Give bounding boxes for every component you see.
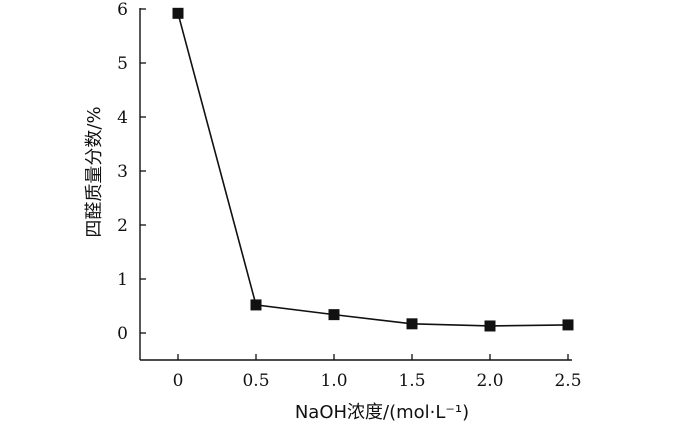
x-tick-label: 2.0 (476, 371, 503, 391)
data-point-marker (484, 320, 496, 332)
y-tick-label: 0 (117, 324, 128, 344)
x-tick-label: 1.0 (320, 371, 347, 391)
y-tick-label: 3 (117, 162, 128, 182)
data-point-marker (250, 299, 262, 311)
y-tick-label: 6 (117, 0, 128, 20)
x-tick-label: 1.5 (398, 371, 425, 391)
y-tick-label: 2 (117, 216, 128, 236)
x-tick-label: 0 (173, 371, 184, 391)
y-axis-title: 四醛质量分数/% (84, 106, 105, 237)
x-axis-title: NaOH浓度/(mol·L⁻¹) (295, 402, 469, 423)
series-line (177, 13, 569, 327)
x-tick-label: 2.5 (554, 371, 581, 391)
data-point-marker (328, 309, 340, 321)
y-tick-label: 4 (117, 108, 128, 128)
y-tick-label: 1 (117, 270, 128, 290)
data-point-marker (562, 319, 574, 331)
x-tick-label: 0.5 (242, 371, 269, 391)
y-tick-label: 5 (117, 54, 128, 74)
data-point-marker (406, 318, 418, 330)
data-point-marker (172, 7, 184, 19)
